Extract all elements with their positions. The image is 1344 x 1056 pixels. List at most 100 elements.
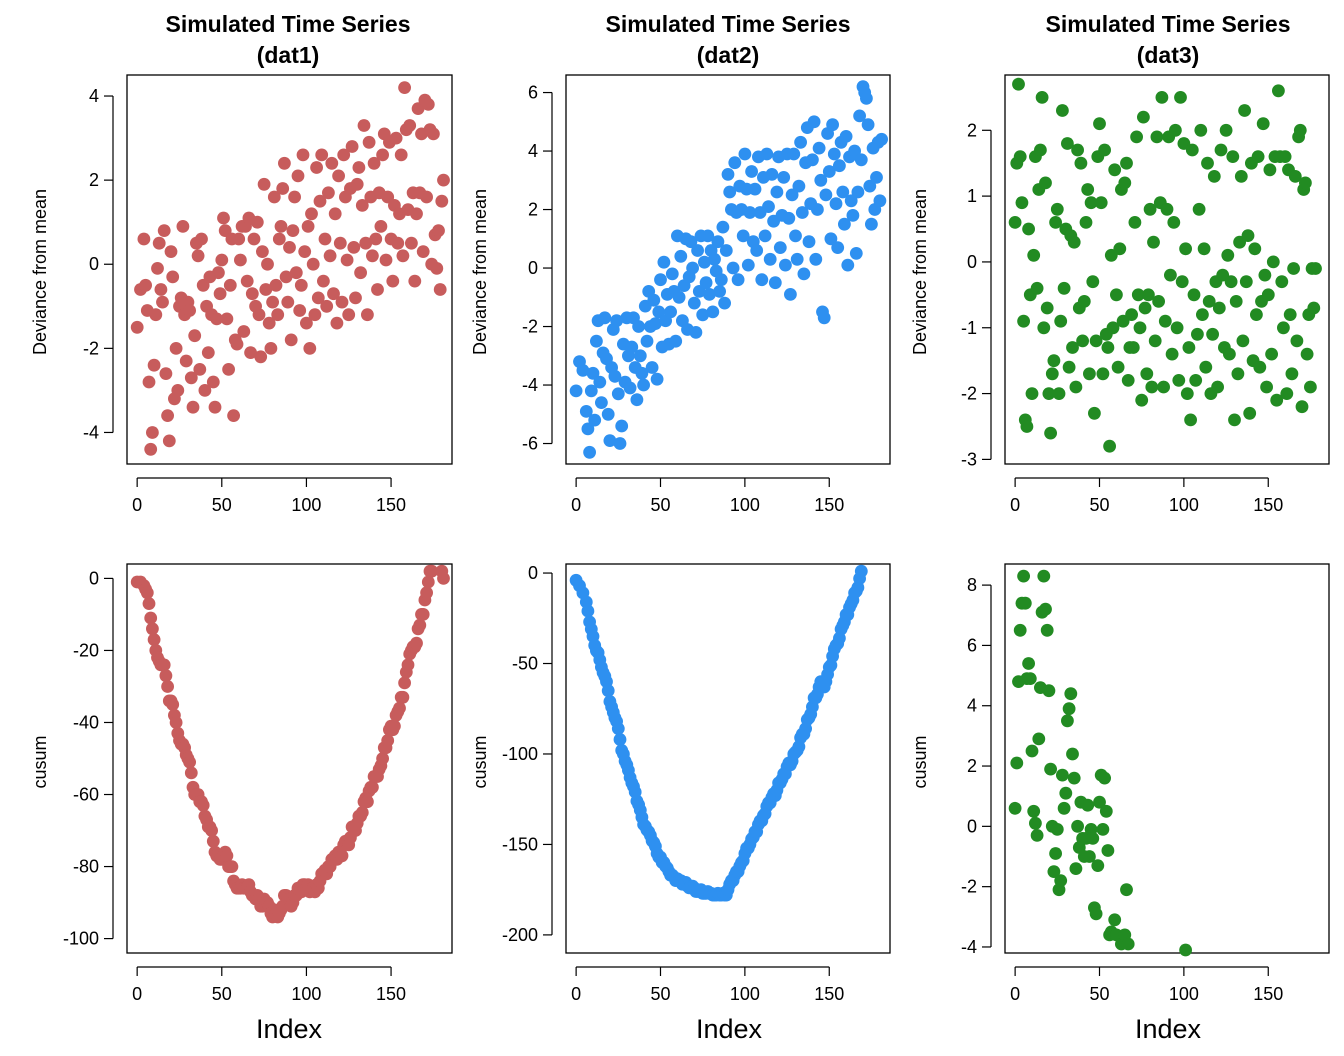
data-point xyxy=(1067,771,1081,785)
data-point xyxy=(408,274,422,288)
y-tick-label: -100 xyxy=(63,929,99,949)
data-point xyxy=(853,109,866,123)
data-point xyxy=(198,384,212,397)
data-point xyxy=(327,287,340,301)
data-point xyxy=(1278,150,1292,164)
data-point xyxy=(301,220,315,233)
data-point xyxy=(741,258,755,272)
data-point xyxy=(306,257,320,271)
data-point xyxy=(647,293,661,307)
data-point xyxy=(222,363,236,376)
data-point xyxy=(1253,360,1267,374)
data-point xyxy=(723,185,737,199)
data-point xyxy=(315,148,329,162)
data-point xyxy=(398,676,411,690)
data-point xyxy=(157,658,171,672)
data-point xyxy=(833,159,846,173)
data-point xyxy=(1180,387,1194,400)
data-point xyxy=(1229,295,1243,308)
data-point xyxy=(875,132,888,146)
data-point xyxy=(787,147,801,161)
data-point xyxy=(381,734,395,747)
data-point xyxy=(276,182,290,195)
data-point xyxy=(1137,110,1150,124)
data-point xyxy=(1184,413,1197,427)
data-point xyxy=(1293,123,1307,137)
data-point xyxy=(649,317,662,330)
data-point xyxy=(1039,176,1052,190)
data-point xyxy=(1083,850,1096,863)
data-point xyxy=(762,200,775,214)
data-point xyxy=(359,236,373,250)
panel-title-line1: Simulated Time Series xyxy=(165,11,410,37)
y-tick-label: 0 xyxy=(967,252,977,272)
data-point xyxy=(792,179,806,193)
data-point xyxy=(317,274,330,288)
data-point xyxy=(822,165,836,178)
data-point xyxy=(1138,301,1152,315)
data-point xyxy=(603,434,617,447)
data-point xyxy=(159,669,173,683)
data-point xyxy=(1169,123,1182,137)
data-point xyxy=(271,308,285,322)
data-point xyxy=(144,442,158,456)
data-point xyxy=(1050,823,1064,836)
data-point xyxy=(819,188,833,202)
data-point xyxy=(637,378,650,392)
y-tick-label: -2 xyxy=(961,384,977,404)
data-point xyxy=(1098,771,1111,785)
data-point xyxy=(196,798,210,812)
data-point xyxy=(405,236,418,250)
panel-dat3-cusum: cusum Index 0 50 100 150 -4 -2 0 2 4 6 8 xyxy=(910,563,1330,1044)
data-point xyxy=(1160,202,1174,216)
data-point xyxy=(323,249,337,263)
y-tick-label: 6 xyxy=(528,83,538,103)
data-point xyxy=(844,194,858,208)
data-point xyxy=(162,434,176,448)
data-point xyxy=(849,247,863,260)
data-point xyxy=(1207,170,1221,183)
data-point xyxy=(1120,156,1133,170)
data-point xyxy=(318,232,332,246)
y-tick-label: -4 xyxy=(961,937,977,957)
data-point xyxy=(252,308,266,322)
data-point xyxy=(699,276,713,290)
data-point xyxy=(1084,196,1098,210)
data-point xyxy=(1025,387,1039,400)
data-point xyxy=(1131,288,1145,302)
data-point xyxy=(1050,202,1064,216)
panel-title-line2: (dat2) xyxy=(697,42,760,68)
x-tick-label: 150 xyxy=(814,495,844,515)
data-point xyxy=(1214,143,1228,157)
y-tick-label: 6 xyxy=(967,635,977,655)
data-point xyxy=(718,296,731,310)
data-point xyxy=(827,147,841,161)
data-point xyxy=(1044,426,1057,440)
data-point xyxy=(188,329,202,343)
data-point xyxy=(664,305,677,319)
data-point xyxy=(161,409,175,422)
data-point xyxy=(728,156,742,170)
data-point xyxy=(355,806,369,819)
y-tick-label: 0 xyxy=(89,254,99,274)
data-point xyxy=(731,273,745,287)
data-point xyxy=(403,119,417,132)
data-point xyxy=(1049,847,1062,860)
panel-title-line2: (dat3) xyxy=(1137,42,1200,68)
x-tick-label: 150 xyxy=(814,984,844,1004)
data-point xyxy=(342,308,356,322)
data-point xyxy=(425,564,439,578)
y-tick-label: -20 xyxy=(73,640,99,660)
data-point xyxy=(657,255,671,269)
data-point xyxy=(1157,380,1170,394)
data-point xyxy=(1069,380,1083,394)
data-point xyxy=(610,314,623,328)
data-point xyxy=(183,304,197,317)
data-point xyxy=(1152,295,1165,308)
data-point xyxy=(713,285,726,298)
y-axis-label: cusum xyxy=(30,735,50,788)
data-point xyxy=(388,719,401,733)
data-point xyxy=(1049,216,1062,229)
data-point xyxy=(139,278,153,292)
data-point xyxy=(1277,321,1290,335)
